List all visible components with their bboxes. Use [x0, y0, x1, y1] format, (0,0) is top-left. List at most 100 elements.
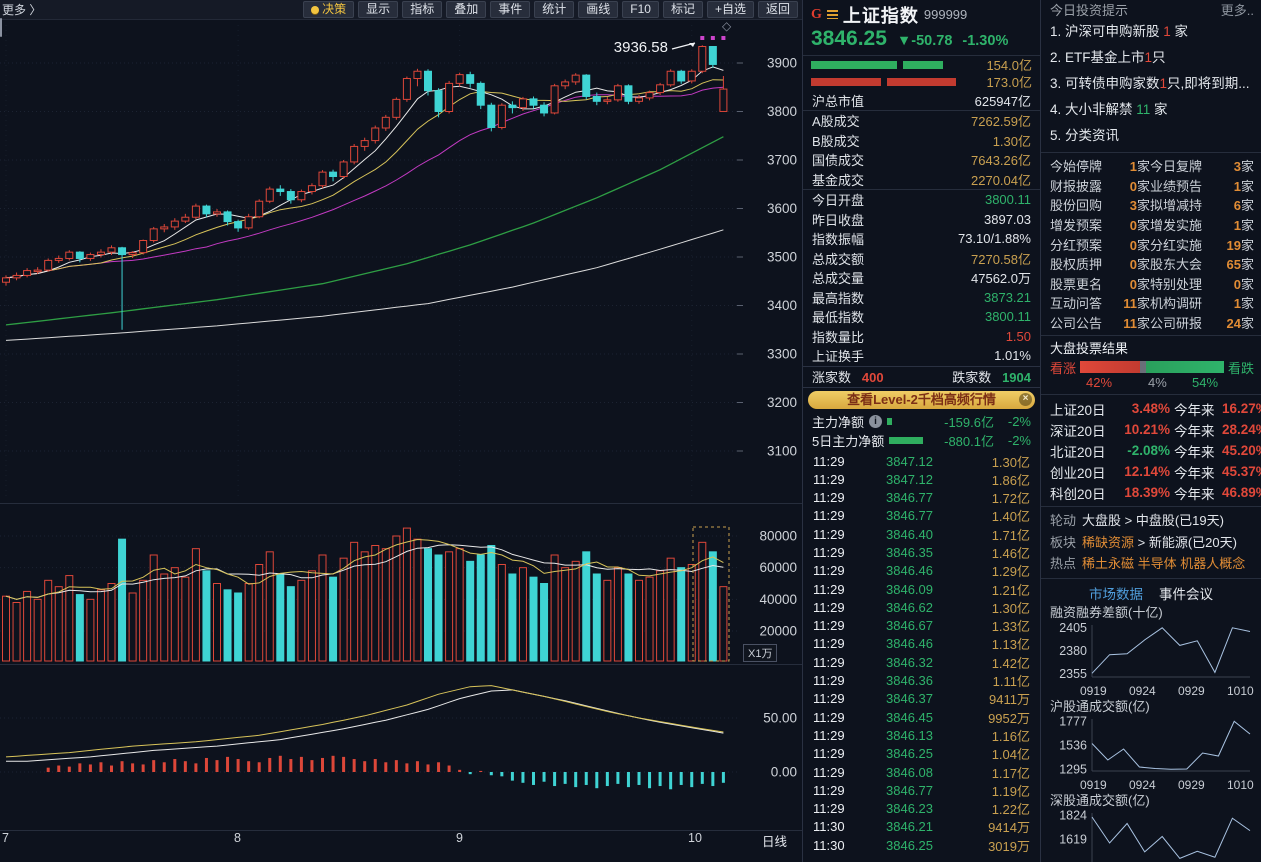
- rotation-value[interactable]: 大盘股 > 中盘股(已19天): [1082, 510, 1224, 532]
- detail-row[interactable]: 今日开盘 3800.11: [803, 190, 1040, 210]
- tick-row[interactable]: 11:29 3846.37 9411万: [803, 689, 1040, 707]
- tip-item[interactable]: 2. ETF基金上市1只: [1050, 45, 1254, 71]
- stat-label[interactable]: 今始停牌: [1050, 159, 1103, 175]
- detail-row[interactable]: 上证换手 1.01%: [803, 346, 1040, 366]
- stat-label[interactable]: 财报披露: [1050, 178, 1103, 194]
- bullish-label[interactable]: 看涨: [1050, 360, 1077, 376]
- toolbar-button-指标[interactable]: 指标: [402, 1, 443, 18]
- turnover-row[interactable]: A股成交 7262.59亿: [803, 111, 1040, 131]
- stat-label[interactable]: 股票更名: [1050, 276, 1103, 292]
- stat-label[interactable]: 股东大会: [1150, 257, 1203, 273]
- detail-row[interactable]: 最低指数 3800.11: [803, 307, 1040, 327]
- detail-row[interactable]: 指数量比 1.50: [803, 327, 1040, 347]
- tick-row[interactable]: 11:30 3846.21 9414万: [803, 817, 1040, 835]
- detail-row[interactable]: 总成交额 7270.58亿: [803, 249, 1040, 269]
- rotation-value[interactable]: 稀缺资源 > 新能源(已20天): [1082, 532, 1237, 554]
- tick-row[interactable]: 11:29 3846.13 1.16亿: [803, 726, 1040, 744]
- tip-item[interactable]: 4. 大小非解禁 11 家: [1050, 97, 1254, 123]
- rotation-value[interactable]: 稀土永磁 半导体 机器人概念: [1082, 553, 1245, 575]
- tick-row[interactable]: 11:29 3846.67 1.33亿: [803, 616, 1040, 634]
- stat-label[interactable]: 拟增减持: [1150, 198, 1203, 214]
- index-perf-row[interactable]: 科创20日 18.39%今年来 46.89%: [1050, 482, 1261, 503]
- level2-banner[interactable]: 查看Level-2千档高频行情 ×: [808, 390, 1035, 409]
- stat-label[interactable]: 公司公告: [1050, 316, 1103, 332]
- tip-item[interactable]: 1. 沪深可申购新股 1 家: [1050, 19, 1254, 45]
- tick-row[interactable]: 11:29 3846.77 1.40亿: [803, 506, 1040, 524]
- period-label[interactable]: 日线: [762, 835, 788, 849]
- detail-row[interactable]: 最高指数 3873.21: [803, 288, 1040, 308]
- detail-row[interactable]: 总成交量 47562.0万: [803, 268, 1040, 288]
- stat-label[interactable]: 公司研报: [1150, 316, 1203, 332]
- toolbar-button-显示[interactable]: 显示: [358, 1, 399, 18]
- bearish-label[interactable]: 看跌: [1227, 360, 1254, 376]
- toolbar-button-决策[interactable]: 决策: [303, 1, 355, 18]
- tick-price: 3846.77: [886, 490, 933, 506]
- tick-row[interactable]: 11:29 3846.23 1.22亿: [803, 799, 1040, 817]
- toolbar-button-+自选[interactable]: +自选: [706, 1, 754, 18]
- stat-label[interactable]: 分红实施: [1150, 237, 1203, 253]
- tick-row[interactable]: 11:29 3846.46 1.29亿: [803, 561, 1040, 579]
- chart-zone[interactable]: 3900 3800 3700 3600 3500 3400 3300 3200 3100 3936…: [0, 18, 802, 849]
- diamond-icon[interactable]: ◇: [722, 19, 732, 33]
- indicator-chart[interactable]: 50.00 0.00: [0, 665, 802, 831]
- stat-label[interactable]: 增发实施: [1150, 218, 1203, 234]
- tab-市场数据[interactable]: 市场数据: [1089, 586, 1143, 602]
- toolbar-button-事件[interactable]: 事件: [490, 1, 531, 18]
- tick-row[interactable]: 11:29 3847.12 1.30亿: [803, 452, 1040, 470]
- stat-label[interactable]: 业绩预告: [1150, 178, 1203, 194]
- tick-row[interactable]: 11:29 3846.45 9952万: [803, 708, 1040, 726]
- stat-label[interactable]: 分红预案: [1050, 237, 1103, 253]
- tip-item[interactable]: 3. 可转债申购家数1只,即将到期...: [1050, 71, 1254, 97]
- tick-row[interactable]: 11:29 3846.46 1.13亿: [803, 634, 1040, 652]
- tick-row[interactable]: 11:29 3846.08 1.17亿: [803, 763, 1040, 781]
- toolbar-button-标记[interactable]: 标记: [662, 1, 703, 18]
- tick-row[interactable]: 11:29 3846.77 1.72亿: [803, 488, 1040, 506]
- stat-label[interactable]: 特别处理: [1150, 276, 1203, 292]
- more-link[interactable]: 更多 〉: [2, 3, 42, 17]
- detail-row[interactable]: 昨日收盘 3897.03: [803, 210, 1040, 230]
- index-perf-row[interactable]: 创业20日 12.14%今年来 45.37%: [1050, 461, 1261, 482]
- tick-row[interactable]: 11:29 3846.40 1.71亿: [803, 525, 1040, 543]
- index-perf-row[interactable]: 北证20日 -2.08%今年来 45.20%: [1050, 440, 1261, 461]
- tab-事件会议[interactable]: 事件会议: [1159, 586, 1213, 602]
- tick-row[interactable]: 11:29 3846.62 1.30亿: [803, 598, 1040, 616]
- index-name[interactable]: 上证指数: [842, 5, 919, 26]
- g-badge-icon[interactable]: G: [811, 6, 822, 22]
- menu-icon[interactable]: [826, 10, 838, 19]
- index-perf-row[interactable]: 上证20日 3.48%今年来 16.27%: [1050, 398, 1261, 419]
- stat-label[interactable]: 互动问答: [1050, 296, 1103, 312]
- stat-label[interactable]: 增发预案: [1050, 218, 1103, 234]
- toolbar-button-画线[interactable]: 画线: [578, 1, 619, 18]
- turnover-row[interactable]: B股成交 1.30亿: [803, 131, 1040, 151]
- stat-value: 0家: [1129, 237, 1150, 253]
- stat-label[interactable]: 今日复牌: [1150, 159, 1203, 175]
- stat-label[interactable]: 股权质押: [1050, 257, 1103, 273]
- tick-row[interactable]: 11:29 3846.25 1.04亿: [803, 744, 1040, 762]
- volume-chart[interactable]: 80000 60000 40000 20000: [0, 503, 802, 664]
- stat-label[interactable]: 机构调研: [1150, 296, 1203, 312]
- toolbar-button-统计[interactable]: 统计: [534, 1, 575, 18]
- news-flag-icon[interactable]: [0, 18, 2, 37]
- tick-row[interactable]: 11:29 3846.32 1.42亿: [803, 653, 1040, 671]
- tips-more-link[interactable]: 更多..: [1220, 3, 1254, 18]
- info-icon[interactable]: i: [869, 414, 883, 428]
- toolbar-button-F10[interactable]: F10: [622, 1, 659, 18]
- tick-row[interactable]: 11:30 3846.25 3019万: [803, 836, 1040, 854]
- detail-section: 今日开盘 3800.11 昨日收盘 3897.03 指数振幅 73.10/1.88% 总成交…: [803, 189, 1040, 366]
- outflow-bar-segment: [811, 77, 881, 86]
- detail-row[interactable]: 指数振幅 73.10/1.88%: [803, 229, 1040, 249]
- toolbar-button-返回[interactable]: 返回: [757, 1, 798, 18]
- stat-label[interactable]: 股份回购: [1050, 198, 1103, 214]
- tip-item[interactable]: 5. 分类资讯: [1050, 123, 1254, 149]
- close-icon[interactable]: ×: [1019, 392, 1032, 406]
- kline-chart[interactable]: 3900 3800 3700 3600 3500 3400 3300 3200 3100 3936…: [0, 19, 802, 503]
- tick-row[interactable]: 11:29 3847.12 1.86亿: [803, 470, 1040, 488]
- toolbar-button-叠加[interactable]: 叠加: [446, 1, 487, 18]
- tick-row[interactable]: 11:29 3846.09 1.21亿: [803, 580, 1040, 598]
- index-perf-row[interactable]: 深证20日 10.21%今年来 28.24%: [1050, 419, 1261, 440]
- tick-row[interactable]: 11:29 3846.35 1.46亿: [803, 543, 1040, 561]
- turnover-row[interactable]: 基金成交 2270.04亿: [803, 170, 1040, 190]
- tick-row[interactable]: 11:29 3846.36 1.11亿: [803, 671, 1040, 689]
- tick-row[interactable]: 11:29 3846.77 1.19亿: [803, 781, 1040, 799]
- turnover-row[interactable]: 国债成交 7643.26亿: [803, 150, 1040, 170]
